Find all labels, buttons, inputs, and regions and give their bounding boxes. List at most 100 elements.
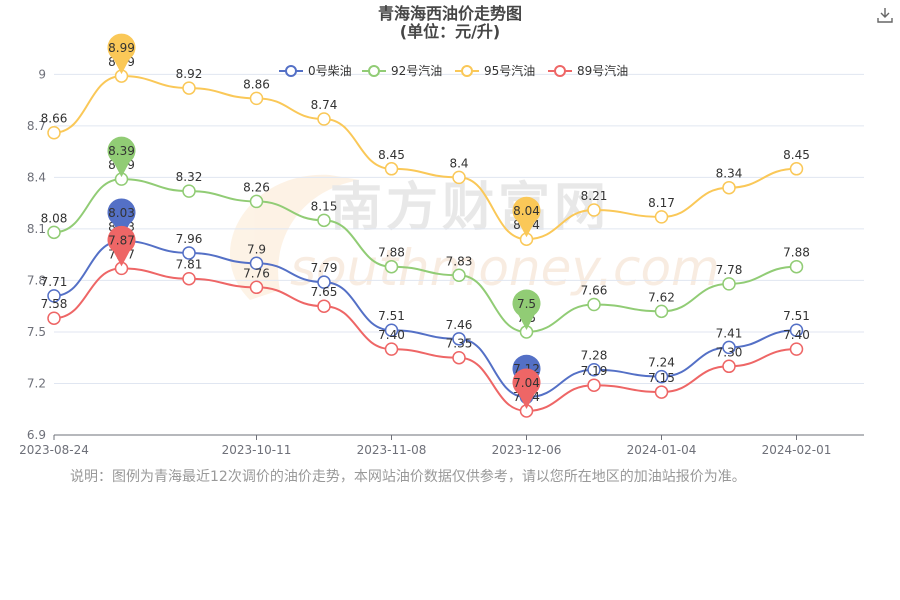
data-point [587, 203, 601, 217]
legend-label: 89号汽油 [577, 63, 628, 78]
data-label: 7.41 [716, 326, 743, 340]
chart-subtitle: (单位：元/升) [400, 22, 500, 41]
legend-symbol [461, 65, 473, 77]
x-tick-label: 2024-01-04 [627, 443, 697, 457]
data-point [384, 259, 399, 274]
y-tick-label: 7.5 [27, 325, 46, 339]
download-icon[interactable] [876, 6, 894, 24]
data-point [317, 299, 331, 313]
data-label: 7.19 [581, 364, 608, 378]
chart-title: 青海海西油价走势图 [378, 4, 522, 23]
data-point [249, 91, 264, 106]
legend-item-0号柴油[interactable]: 0号柴油 [279, 64, 352, 78]
pin-shape [512, 368, 541, 409]
series-89号汽油: 7.58 7.87 7.81 7.76 7.65 7.40 7.35 7.04 7.19 7.15… [41, 225, 810, 418]
y-tick-label: 6.9 [27, 428, 46, 442]
data-label: 7.96 [176, 232, 203, 246]
data-point [47, 225, 61, 240]
data-point [182, 271, 196, 286]
data-point [654, 304, 669, 319]
data-label: 8.15 [311, 199, 338, 213]
pin-label: 8.39 [108, 144, 135, 158]
data-point [722, 180, 736, 195]
data-label: 7.40 [378, 328, 405, 342]
data-label: 7.83 [446, 254, 473, 268]
y-tick-label: 7.2 [27, 376, 46, 390]
data-label: 7.24 [648, 356, 675, 370]
data-label: 7.62 [648, 290, 675, 304]
x-tick-label: 2023-08-24 [19, 443, 89, 457]
data-point [654, 210, 669, 224]
data-point [789, 323, 804, 337]
data-point [249, 256, 264, 271]
legend-symbol [368, 65, 380, 77]
y-tick-label: 8.1 [27, 222, 46, 236]
data-point [452, 332, 466, 346]
data-point [452, 350, 466, 365]
data-label: 7.51 [378, 309, 405, 323]
pin-shape [107, 33, 136, 75]
pin-label: 7.04 [513, 376, 540, 390]
pin-label: 7.5 [517, 297, 536, 311]
data-point [587, 297, 601, 312]
data-point [182, 184, 196, 198]
series-line [53, 239, 797, 399]
data-label: 7.78 [716, 263, 743, 277]
pin-label: 8.03 [108, 206, 135, 220]
series-line [53, 267, 797, 412]
series-0号柴油: 7.718.037.967.97.797.517.467.127.287.247… [41, 198, 810, 404]
legend-label: 92号汽油 [391, 63, 442, 78]
data-point [47, 289, 61, 303]
data-label: 7.51 [783, 309, 810, 323]
pin-label: 8.04 [513, 204, 540, 218]
data-point [722, 340, 736, 355]
data-point [722, 359, 736, 374]
series-92号汽油: 8.08 8.39 8.32 8.26 8.15 7.88 7.83 7.5 7.66 7.62 7… [41, 136, 810, 339]
pin-shape [107, 136, 136, 178]
legend[interactable]: 0号柴油 92号汽油 95号汽油 89号汽油 [279, 63, 628, 78]
data-point [587, 378, 601, 392]
data-point [789, 259, 804, 274]
data-label: 7.40 [783, 328, 810, 342]
pin-label: 7.87 [108, 233, 135, 247]
legend-label: 95号汽油 [484, 63, 535, 78]
data-point [249, 194, 264, 209]
x-tick-label: 2024-02-01 [762, 443, 832, 457]
data-label: 7.58 [41, 297, 68, 311]
x-tick-label: 2023-12-06 [492, 443, 562, 457]
data-label: 7.15 [648, 371, 675, 385]
data-point [384, 323, 399, 337]
data-point [384, 342, 399, 356]
data-label: 8.45 [783, 148, 810, 162]
data-label: 8.74 [311, 98, 338, 112]
marker-pin: 8.39 [107, 136, 136, 178]
data-label: 7.9 [247, 242, 266, 256]
y-tick-label: 8.7 [27, 119, 46, 133]
marker-pin: 7.04 [512, 368, 541, 409]
data-point [182, 81, 196, 95]
data-label: 8.34 [716, 167, 743, 181]
legend-item-92号汽油[interactable]: 92号汽油 [362, 63, 442, 78]
data-label: 7.35 [446, 337, 473, 351]
data-label: 8.17 [648, 196, 675, 210]
data-point [47, 125, 61, 140]
pin-shape [512, 196, 541, 238]
data-point [452, 268, 466, 283]
data-label: 8.66 [41, 112, 68, 126]
data-label: 7.88 [378, 246, 405, 260]
legend-item-95号汽油[interactable]: 95号汽油 [455, 63, 535, 78]
pin-shape [512, 289, 541, 330]
y-tick-label: 9 [38, 67, 46, 81]
data-label: 8.86 [243, 77, 270, 91]
legend-item-89号汽油[interactable]: 89号汽油 [548, 63, 628, 78]
data-label: 7.76 [243, 266, 270, 280]
data-label: 8.08 [41, 211, 68, 225]
data-point [317, 275, 331, 289]
data-point [317, 213, 331, 228]
data-point [182, 246, 196, 260]
y-tick-label: 8.4 [27, 170, 46, 184]
data-point [587, 362, 601, 377]
marker-pin: 8.99 [107, 33, 136, 75]
x-tick-label: 2023-10-11 [222, 443, 292, 457]
